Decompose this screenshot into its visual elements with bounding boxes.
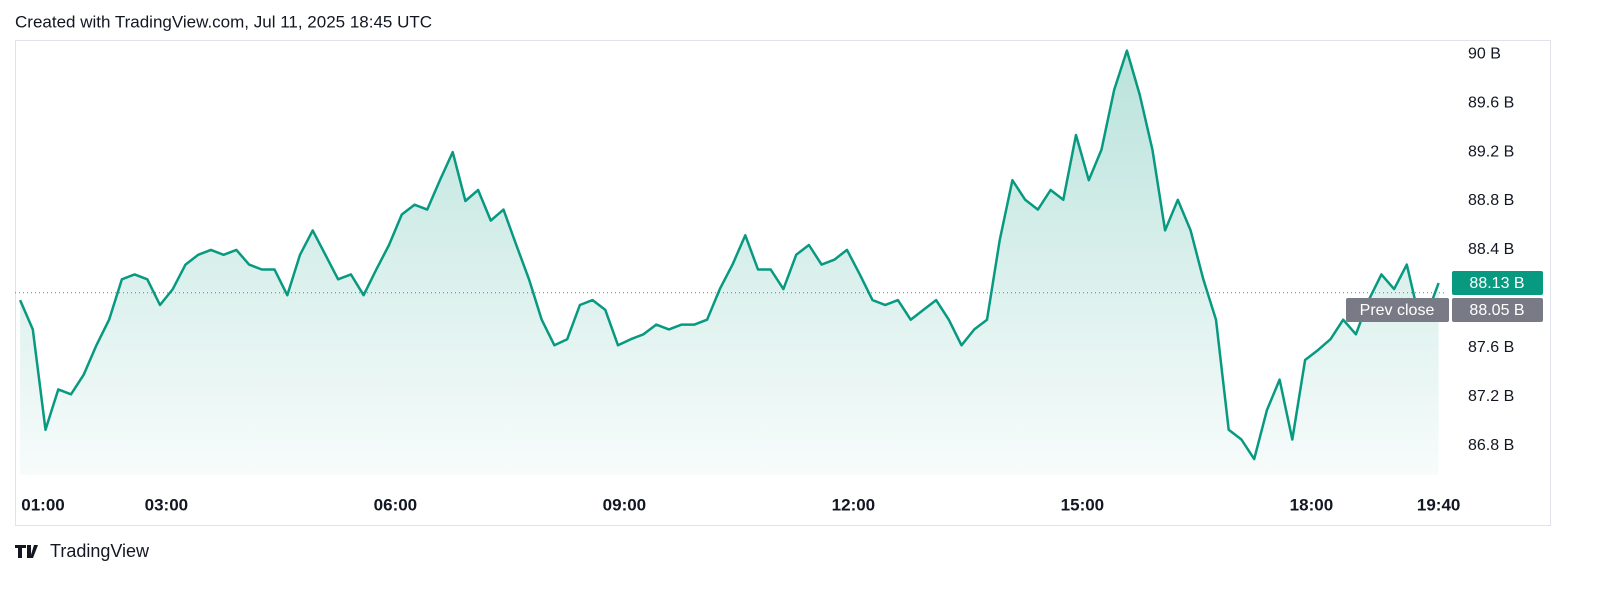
x-tick-label: 01:00 — [21, 495, 64, 514]
tv-logo — [15, 545, 38, 558]
x-tick-label: 19:40 — [1417, 495, 1460, 514]
y-tick-label: 89.2 B — [1468, 143, 1514, 160]
x-tick-label: 18:00 — [1290, 495, 1333, 514]
y-tick-label: 90 B — [1468, 45, 1501, 62]
y-tick-label: 88.8 B — [1468, 192, 1514, 209]
area-fill — [20, 50, 1439, 475]
prev-close-label: 88.05 B — [1469, 302, 1524, 319]
footer-brand[interactable]: TradingView — [50, 541, 150, 561]
prev-close-name: Prev close — [1360, 302, 1435, 319]
x-tick-label: 15:00 — [1061, 495, 1104, 514]
y-tick-label: 87.2 B — [1468, 388, 1514, 405]
prev-close-name-tag — [1346, 297, 1449, 322]
prev-close-tag — [1452, 297, 1543, 322]
last-price-label: 88.13 B — [1469, 275, 1524, 292]
y-tick-label: 86.8 B — [1468, 437, 1514, 454]
chart-title: Created with TradingView.com, Jul 11, 20… — [15, 12, 432, 31]
x-tick-label: 12:00 — [832, 495, 875, 514]
x-tick-label: 09:00 — [603, 495, 646, 514]
y-tick-label: 89.6 B — [1468, 94, 1514, 111]
last-price-tag — [1452, 270, 1543, 295]
price-line — [18, 49, 1440, 461]
y-tick-label: 88.4 B — [1468, 241, 1514, 258]
x-tick-label: 03:00 — [145, 495, 188, 514]
y-tick-label: 87.6 B — [1468, 339, 1514, 356]
chart-frame — [15, 40, 1551, 526]
x-tick-label: 06:00 — [374, 495, 417, 514]
